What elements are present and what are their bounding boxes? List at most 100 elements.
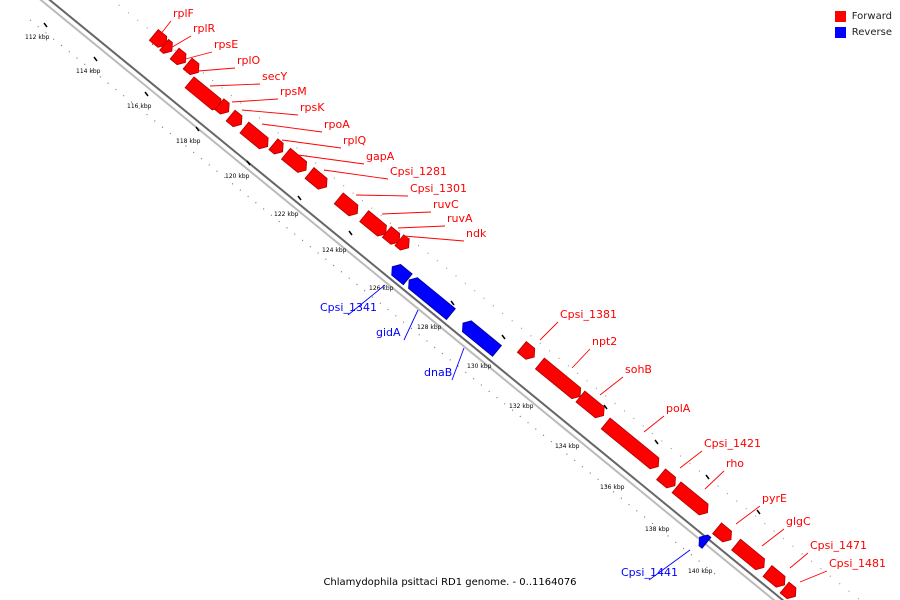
scale-tick-label: 124 kbp [322, 247, 347, 254]
scale-tick-mark [501, 334, 506, 340]
gene-leader-line [643, 415, 665, 433]
legend: Forward Reverse [834, 8, 892, 40]
gene-label: Cpsi_1341 [320, 301, 377, 314]
gene-arrow-cpsi_1341 [391, 263, 413, 286]
gene-label: secY [262, 70, 288, 83]
gene-arrow-rpsm [214, 98, 230, 115]
scale-tick-mark [603, 404, 608, 410]
scale-tick-label: 118 kbp [176, 138, 201, 145]
backbone-line-lower [39, 0, 776, 600]
gene-leader-line [261, 123, 323, 133]
gene-leader-line [281, 139, 342, 149]
gene-label: rplQ [343, 134, 367, 147]
gene-label: ndk [466, 227, 487, 240]
gene-arrow-cpsi_1301 [333, 192, 359, 217]
scale-tick-mark [297, 195, 302, 201]
gene-leader-line [355, 194, 409, 197]
upper-dotted-line [111, 0, 861, 600]
gene-label: Cpsi_1301 [410, 182, 467, 195]
scale-tick-label: 112 kbp [25, 34, 50, 41]
gene-label: Cpsi_1421 [704, 437, 761, 450]
gene-label: pyrE [762, 492, 787, 505]
gene-leader-line [241, 109, 299, 116]
gene-leader-line [735, 505, 761, 525]
scale-tick-mark [756, 509, 761, 515]
gene-arrow-cpsi_1481 [779, 581, 797, 600]
gene-leader-line [185, 67, 236, 73]
reverse-swatch [834, 26, 846, 38]
legend-item-forward: Forward [834, 8, 892, 24]
gene-leader-line [599, 376, 624, 396]
gene-leader-line [403, 309, 419, 341]
scale-tick-label: 132 kbp [509, 403, 534, 410]
map-caption: Chlamydophila psittaci RD1 genome. - 0..… [323, 577, 577, 588]
gene-leader-line [231, 98, 279, 103]
scale-tick-mark [348, 230, 353, 236]
gene-label: Cpsi_1281 [390, 165, 447, 178]
gene-label: rplR [193, 22, 216, 35]
scale-tick-mark [195, 126, 200, 132]
gene-arrow-rpse [169, 47, 187, 66]
gene-arrow-rplq [268, 138, 284, 155]
gene-leader-line [397, 225, 446, 229]
scale-tick-label: 116 kbp [127, 103, 152, 110]
gene-label: Cpsi_1441 [621, 566, 678, 579]
gene-label: rpsE [214, 38, 238, 51]
gene-label: sohB [625, 363, 652, 376]
gene-label: rho [726, 457, 744, 470]
scale-tick-mark [43, 22, 48, 28]
gene-arrow-cpsi_1281 [304, 167, 328, 190]
gene-label: dnaB [424, 366, 452, 379]
gene-arrow-dnab [461, 320, 503, 357]
scale-tick-mark [246, 160, 251, 166]
gene-arrow-pyre [712, 522, 732, 543]
gene-arrow-cpsi_1381 [516, 340, 536, 360]
scale-tick-mark [654, 439, 659, 445]
gene-leader-line [323, 169, 389, 180]
gene-leader-line [151, 20, 172, 46]
gene-leader-line [297, 154, 365, 165]
gene-arrow-rplo [182, 57, 200, 76]
scale-tick-mark [705, 474, 710, 480]
gene-label: polA [666, 402, 691, 415]
gene-arrow-npt2 [534, 357, 582, 400]
gene-arrow-ruvc [359, 210, 387, 237]
gene-label: ruvA [447, 212, 473, 225]
scale-tick-label: 114 kbp [76, 68, 101, 75]
gene-label: Cpsi_1481 [829, 557, 886, 570]
gene-arrow-gida [408, 277, 456, 321]
gene-leader-line [209, 83, 261, 87]
gene-leader-line [403, 235, 465, 242]
gene-arrow-gapa [280, 147, 308, 173]
gene-leader-line [161, 35, 192, 54]
gene-leader-line [173, 51, 213, 63]
scale-tick-label: 138 kbp [645, 526, 670, 533]
scale-tick-mark [450, 300, 455, 306]
legend-item-reverse: Reverse [834, 24, 892, 40]
gene-arrow-cpsi_1441 [698, 534, 712, 549]
gene-label: rpsK [300, 101, 325, 114]
scale-tick-label: 134 kbp [555, 443, 580, 450]
gene-arrow-glgc [731, 538, 765, 571]
forward-swatch [834, 10, 846, 22]
gene-label: gapA [366, 150, 395, 163]
gene-label: glgC [786, 515, 811, 528]
gene-label: rplO [237, 54, 261, 67]
scale-tick-mark [93, 56, 98, 62]
gene-arrow-rho [671, 481, 709, 516]
gene-label: ruvC [433, 198, 459, 211]
legend-label-reverse: Reverse [851, 26, 892, 38]
gene-leader-line [451, 347, 465, 381]
gene-arrow-ruva [381, 225, 401, 245]
scale-tick-label: 136 kbp [600, 484, 625, 491]
gene-leader-line [347, 284, 386, 316]
scale-tick-label: 130 kbp [467, 363, 492, 370]
backbone-line-upper [48, 0, 785, 600]
gene-leader-line [381, 211, 432, 215]
gene-leader-line [799, 570, 828, 583]
scale-tick-label: 140 kbp [688, 568, 713, 575]
gene-leader-line [704, 470, 725, 490]
gene-arrow-pola [600, 417, 660, 470]
gene-arrow-sohb [575, 390, 605, 419]
